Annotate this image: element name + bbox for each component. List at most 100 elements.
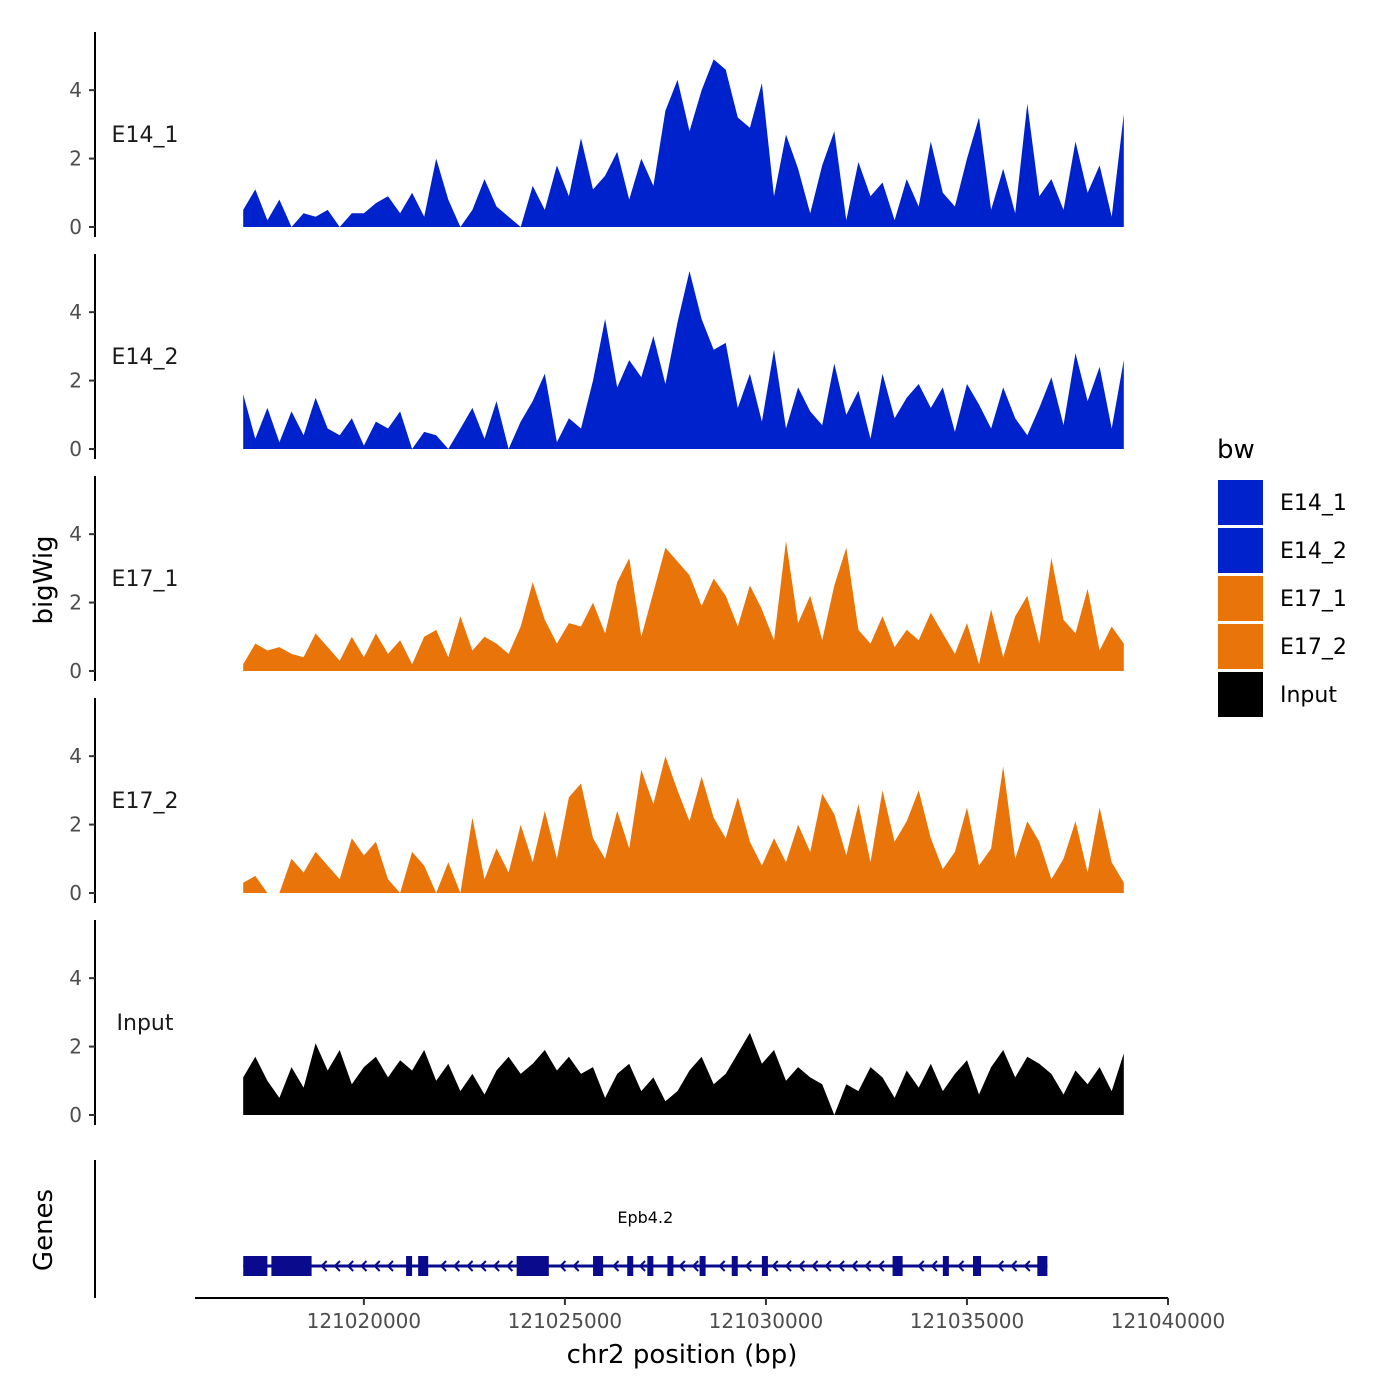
signal-area-e14_1 xyxy=(243,59,1124,228)
y-tick-label: 2 xyxy=(69,147,82,171)
strand-arrow xyxy=(360,1260,368,1272)
gene-exon xyxy=(699,1256,706,1276)
strand-arrow xyxy=(333,1260,341,1272)
gene-exon xyxy=(418,1256,429,1276)
gene-track-panel: Epb4.2 xyxy=(94,1160,1048,1298)
strand-arrow xyxy=(346,1260,354,1272)
gene-exon xyxy=(243,1256,268,1276)
gene-exon xyxy=(667,1256,674,1276)
panel-e14_1: 0 2 4 E14_1 xyxy=(69,32,1124,239)
y-tick-label: 2 xyxy=(69,813,82,837)
gene-exon xyxy=(516,1256,549,1276)
strand-arrow xyxy=(559,1260,567,1272)
strand-arrow xyxy=(479,1260,487,1272)
strand-arrow xyxy=(1010,1260,1018,1272)
strand-arrow xyxy=(492,1260,500,1272)
y-tick-label: 4 xyxy=(69,966,82,990)
strand-arrow xyxy=(917,1260,925,1272)
strand-arrow xyxy=(678,1260,686,1272)
strand-arrow xyxy=(505,1260,514,1272)
signal-panels: 0 2 4 E14_1 0 2 4 E14_2 0 2 4 E17_1 0 2 4 E17_2 0 2 4 Input xyxy=(69,32,1124,1127)
strand-arrow xyxy=(572,1260,580,1272)
x-axis-title: chr2 position (bp) xyxy=(567,1340,798,1370)
x-tick-label: 121030000 xyxy=(709,1309,824,1333)
signal-area-e17_1 xyxy=(243,541,1124,671)
track-label-input: Input xyxy=(117,1011,174,1036)
strand-arrow xyxy=(452,1260,461,1272)
legend-title: bw xyxy=(1217,435,1255,465)
strand-arrow xyxy=(930,1260,938,1272)
strand-arrow xyxy=(386,1260,394,1272)
strand-arrow xyxy=(877,1260,885,1272)
gene-exon xyxy=(627,1256,634,1276)
legend-label-input: Input xyxy=(1280,683,1337,708)
y-tick-label: 2 xyxy=(69,591,82,615)
gene-exon xyxy=(972,1256,982,1276)
gene-name-label: Epb4.2 xyxy=(617,1208,673,1227)
strand-arrow xyxy=(996,1260,1005,1272)
signal-area-e17_2 xyxy=(243,756,1124,893)
legend-label-e14_1: E14_1 xyxy=(1280,491,1347,516)
legend-label-e17_2: E17_2 xyxy=(1280,635,1347,660)
x-axis: 121020000 121025000 121030000 121035000 1210… xyxy=(195,1297,1226,1333)
legend-swatch-input xyxy=(1218,672,1263,717)
panel-e17_2: 0 2 4 E17_2 xyxy=(69,698,1124,905)
strand-arrow xyxy=(466,1260,474,1272)
x-tick-label: 121040000 xyxy=(1111,1309,1226,1333)
strand-arrow xyxy=(718,1260,726,1272)
y-tick-label: 4 xyxy=(69,78,82,102)
legend: bw E14_1 E14_2 E17_1 E17_2 Input xyxy=(1217,435,1347,717)
strand-arrow xyxy=(1023,1260,1031,1272)
gene-exon xyxy=(593,1256,604,1276)
track-label-e17_1: E17_1 xyxy=(112,567,179,592)
gene-exon xyxy=(731,1256,738,1276)
track-label-e14_2: E14_2 xyxy=(112,345,179,370)
y-axis-title: bigWig xyxy=(29,535,59,624)
y-tick-label: 4 xyxy=(69,522,82,546)
strand-arrow xyxy=(320,1260,328,1272)
panel-input: 0 2 4 Input xyxy=(69,920,1124,1127)
strand-arrow xyxy=(864,1260,872,1272)
y-tick-label: 4 xyxy=(69,744,82,768)
x-tick-label: 121035000 xyxy=(910,1309,1025,1333)
strand-arrow xyxy=(850,1260,859,1272)
legend-label-e17_1: E17_1 xyxy=(1280,587,1347,612)
x-tick-label: 121025000 xyxy=(508,1309,623,1333)
strand-arrow xyxy=(824,1260,832,1272)
strand-arrow xyxy=(957,1260,965,1272)
panel-e17_1: 0 2 4 E17_1 xyxy=(69,476,1124,683)
strand-arrow xyxy=(638,1260,646,1272)
panel-e14_2: 0 2 4 E14_2 xyxy=(69,254,1124,461)
strand-arrow xyxy=(837,1260,845,1272)
gene-exon xyxy=(271,1256,312,1276)
legend-swatch-e17_1 xyxy=(1218,576,1263,621)
strand-arrow xyxy=(439,1260,447,1272)
y-tick-label: 0 xyxy=(69,215,82,239)
gene-exon xyxy=(1037,1256,1048,1276)
y-tick-label: 4 xyxy=(69,300,82,324)
strand-arrow xyxy=(612,1260,620,1272)
strand-arrow xyxy=(811,1260,819,1272)
y-tick-label: 2 xyxy=(69,1035,82,1059)
gene-exon xyxy=(892,1256,903,1276)
y-tick-label: 0 xyxy=(69,881,82,905)
signal-area-input xyxy=(243,1032,1124,1115)
gene-exon xyxy=(406,1256,413,1276)
strand-arrow xyxy=(784,1260,792,1272)
strand-arrow xyxy=(691,1260,699,1272)
strand-arrow xyxy=(771,1260,779,1272)
x-tick-label: 121020000 xyxy=(307,1309,422,1333)
legend-swatch-e14_1 xyxy=(1218,480,1263,525)
gene-exon xyxy=(942,1256,949,1276)
strand-arrow xyxy=(797,1260,806,1272)
y-tick-label: 0 xyxy=(69,437,82,461)
legend-label-e14_2: E14_2 xyxy=(1280,539,1347,564)
strand-arrow xyxy=(373,1260,381,1272)
y-tick-label: 0 xyxy=(69,1103,82,1127)
track-label-e14_1: E14_1 xyxy=(112,123,179,148)
y-tick-label: 2 xyxy=(69,369,82,393)
legend-swatch-e14_2 xyxy=(1218,528,1263,573)
track-label-e17_2: E17_2 xyxy=(112,789,179,814)
signal-area-e14_2 xyxy=(243,271,1124,449)
genes-axis-title: Genes xyxy=(29,1189,59,1271)
